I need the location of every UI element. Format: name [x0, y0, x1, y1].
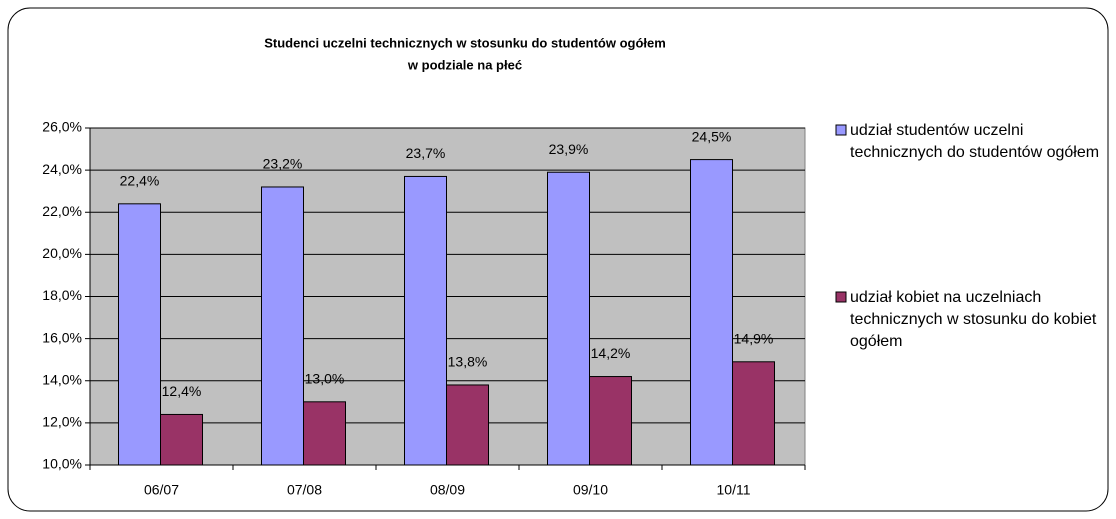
y-tick-label: 24,0%	[42, 161, 82, 177]
bar	[446, 384, 489, 466]
y-tick-label: 12,0%	[42, 414, 82, 430]
y-tick-label: 10,0%	[42, 456, 82, 472]
data-label: 23,2%	[263, 156, 303, 172]
legend-entry: udział kobiet na uczelniach technicznych…	[850, 289, 1097, 350]
data-label: 13,8%	[448, 354, 488, 370]
y-tick-label: 16,0%	[42, 329, 82, 345]
data-label: 23,7%	[406, 145, 446, 161]
y-tick-label: 20,0%	[42, 245, 82, 261]
chart-subtitle: w podziale na płeć	[407, 57, 522, 72]
bar	[404, 175, 447, 466]
y-tick-label: 26,0%	[42, 119, 82, 135]
x-tick-label: 06/07	[144, 482, 179, 498]
y-tick-label: 14,0%	[42, 371, 82, 387]
legend-swatch	[835, 291, 847, 303]
data-label: 14,9%	[734, 330, 774, 346]
data-label: 24,5%	[692, 128, 732, 144]
x-tick-label: 09/10	[573, 482, 608, 498]
bar	[589, 376, 632, 466]
data-label: 14,2%	[591, 345, 631, 361]
bar	[261, 186, 304, 466]
x-tick-label: 07/08	[287, 482, 322, 498]
bar	[690, 159, 733, 466]
data-label: 22,4%	[120, 173, 160, 189]
x-tick-label: 10/11	[717, 482, 751, 498]
chart-title: Studenci uczelni technicznych w stosunku…	[264, 35, 666, 50]
y-tick-label: 18,0%	[42, 287, 82, 303]
legend-swatch	[835, 124, 847, 136]
y-tick-label: 22,0%	[42, 203, 82, 219]
legend-entry: udział studentów uczelni technicznych do…	[850, 122, 1100, 161]
x-tick-label: 08/09	[430, 482, 465, 498]
bar	[547, 171, 590, 466]
bar	[118, 203, 161, 466]
bar	[160, 413, 203, 466]
bar	[303, 401, 346, 466]
data-label: 23,9%	[549, 141, 589, 157]
bar	[732, 361, 775, 466]
data-label: 13,0%	[305, 371, 345, 387]
data-label: 12,4%	[162, 383, 202, 399]
